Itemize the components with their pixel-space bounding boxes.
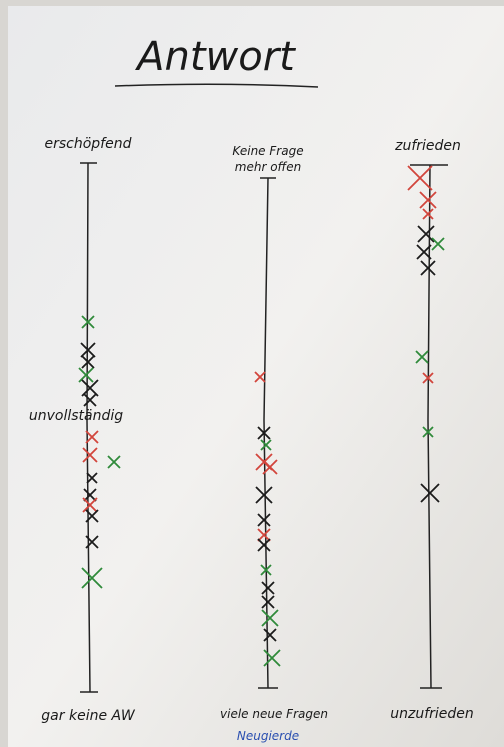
scale-line xyxy=(263,177,269,689)
vote-cross xyxy=(261,609,279,627)
scale-top-label: zufrieden xyxy=(394,138,461,154)
scale-top-label: Keine Frage xyxy=(232,144,303,158)
scale-line xyxy=(427,164,432,689)
vote-cross xyxy=(78,367,94,383)
vote-cross xyxy=(262,459,278,475)
vote-cross xyxy=(415,350,429,364)
vote-cross xyxy=(81,567,103,589)
vote-cross xyxy=(419,191,437,209)
vote-cross xyxy=(417,225,435,243)
vote-cross xyxy=(85,430,99,444)
vote-cross xyxy=(82,447,98,463)
vote-cross xyxy=(431,237,445,251)
vote-cross xyxy=(263,649,281,667)
title-underline xyxy=(114,83,319,88)
vote-cross xyxy=(107,455,121,469)
vote-cross xyxy=(86,472,98,484)
vote-cross xyxy=(260,439,272,451)
vote-marks xyxy=(78,165,445,667)
vote-cross xyxy=(260,564,272,576)
vote-cross xyxy=(257,538,271,552)
vote-cross xyxy=(81,355,95,369)
vote-cross xyxy=(254,371,266,383)
vote-cross xyxy=(81,379,99,397)
vote-cross xyxy=(407,165,433,191)
vote-cross xyxy=(85,535,99,549)
vote-cross xyxy=(263,628,277,642)
scale-note: Neugierde xyxy=(237,729,299,743)
vote-cross xyxy=(255,486,273,504)
vote-cross xyxy=(85,509,99,523)
vote-cross xyxy=(416,244,432,260)
vote-cross xyxy=(83,488,97,502)
vote-cross xyxy=(261,595,275,609)
title: Antwort xyxy=(134,34,296,80)
vote-cross xyxy=(257,426,271,440)
scale-middle-label: unvollständig xyxy=(29,408,123,424)
scale-top-label: erschöpfend xyxy=(45,136,132,152)
scale-bottom-label: gar keine AW xyxy=(41,708,136,724)
vote-cross xyxy=(257,528,271,542)
scale-bottom-label: viele neue Fragen xyxy=(220,707,328,721)
vote-cross xyxy=(422,426,434,438)
vote-cross xyxy=(80,342,96,358)
vote-cross xyxy=(420,260,436,276)
paper-sheet xyxy=(8,6,504,747)
vote-cross xyxy=(83,393,97,407)
scale-top-label: mehr offen xyxy=(235,160,301,174)
vote-cross xyxy=(82,497,98,513)
vote-cross xyxy=(422,208,434,220)
vote-cross xyxy=(420,483,440,503)
vote-cross xyxy=(257,513,271,527)
scale-line xyxy=(86,162,91,693)
scale-bottom-label: unzufrieden xyxy=(390,706,474,722)
vote-cross xyxy=(261,581,275,595)
vote-cross xyxy=(81,315,95,329)
vote-cross xyxy=(422,372,434,384)
